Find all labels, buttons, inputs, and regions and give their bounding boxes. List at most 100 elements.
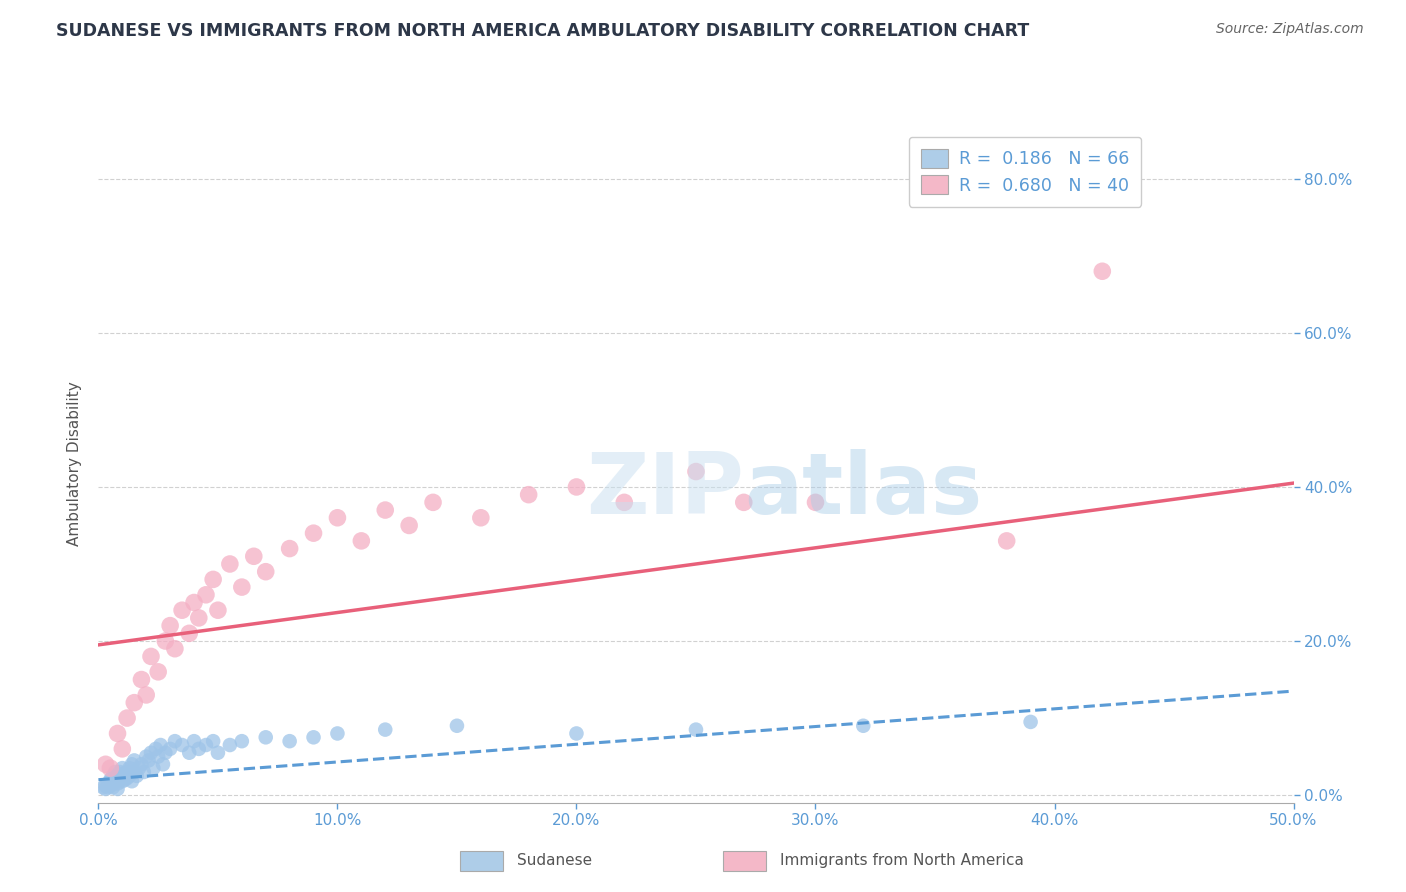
Point — [179, 626, 201, 640]
Point — [145, 742, 167, 756]
Point — [138, 753, 160, 767]
Point — [98, 779, 122, 793]
Point — [194, 588, 218, 602]
Point — [121, 774, 143, 789]
Point — [128, 761, 150, 775]
Point — [995, 533, 1018, 548]
Point — [111, 761, 134, 775]
Point — [115, 711, 138, 725]
Point — [278, 734, 301, 748]
Point — [183, 595, 205, 609]
Point — [111, 774, 134, 789]
Point — [155, 746, 177, 760]
Point — [97, 776, 120, 790]
Point — [124, 764, 146, 779]
Point — [135, 749, 157, 764]
Point — [470, 510, 492, 524]
Point — [254, 565, 277, 579]
Point — [179, 746, 201, 760]
Point — [326, 510, 349, 524]
Point — [152, 757, 174, 772]
Point — [202, 734, 225, 748]
Point — [107, 726, 129, 740]
Point — [97, 780, 120, 795]
Point — [613, 495, 636, 509]
Point — [350, 533, 373, 548]
Point — [131, 757, 153, 772]
Y-axis label: Ambulatory Disability: Ambulatory Disability — [67, 382, 83, 546]
Point — [101, 776, 124, 790]
Text: atlas: atlas — [744, 450, 981, 533]
Point — [155, 634, 177, 648]
Point — [139, 649, 162, 664]
Point — [398, 518, 420, 533]
Text: SUDANESE VS IMMIGRANTS FROM NORTH AMERICA AMBULATORY DISABILITY CORRELATION CHAR: SUDANESE VS IMMIGRANTS FROM NORTH AMERIC… — [56, 22, 1029, 40]
Point — [115, 764, 138, 779]
Point — [101, 780, 124, 795]
Point — [172, 738, 194, 752]
Point — [159, 618, 181, 632]
Point — [254, 731, 277, 745]
Point — [374, 503, 396, 517]
Point — [187, 611, 209, 625]
Point — [172, 603, 194, 617]
Point — [243, 549, 266, 564]
Point — [107, 769, 129, 783]
Point — [207, 746, 229, 760]
Point — [374, 723, 396, 737]
Point — [231, 580, 253, 594]
Legend: R =  0.186   N = 66, R =  0.680   N = 40: R = 0.186 N = 66, R = 0.680 N = 40 — [908, 137, 1142, 207]
Point — [163, 641, 186, 656]
Point — [94, 757, 117, 772]
Point — [115, 771, 138, 785]
Point — [852, 719, 875, 733]
Point — [111, 742, 134, 756]
Point — [148, 749, 170, 764]
Point — [108, 772, 131, 787]
Point — [733, 495, 755, 509]
Point — [98, 761, 122, 775]
Text: ZIP: ZIP — [586, 450, 744, 533]
Text: Sudanese: Sudanese — [517, 854, 592, 868]
Point — [135, 688, 157, 702]
Point — [685, 465, 707, 479]
Point — [94, 781, 117, 796]
Point — [1091, 264, 1114, 278]
Point — [91, 780, 114, 795]
Point — [685, 723, 707, 737]
Point — [108, 764, 131, 779]
Point — [124, 753, 146, 767]
Point — [207, 603, 229, 617]
Point — [98, 774, 122, 789]
Text: Immigrants from North America: Immigrants from North America — [779, 854, 1024, 868]
Point — [565, 480, 588, 494]
Point — [139, 746, 162, 760]
Point — [422, 495, 444, 509]
Point — [194, 738, 218, 752]
Point — [104, 771, 127, 785]
Point — [163, 734, 186, 748]
Point — [125, 769, 148, 783]
Point — [1019, 714, 1042, 729]
Point — [231, 734, 253, 748]
Point — [219, 557, 242, 571]
Point — [302, 526, 325, 541]
Point — [517, 488, 540, 502]
Point — [101, 769, 124, 783]
Point — [132, 764, 155, 779]
Point — [121, 757, 143, 772]
Point — [118, 769, 141, 783]
Point — [111, 769, 134, 783]
Point — [94, 779, 117, 793]
Point — [302, 731, 325, 745]
Point — [159, 742, 181, 756]
Point — [104, 774, 127, 789]
Point — [107, 781, 129, 796]
Point — [187, 742, 209, 756]
Point — [118, 761, 141, 775]
Point — [278, 541, 301, 556]
Point — [98, 772, 122, 787]
Point — [148, 665, 170, 679]
Point — [104, 764, 127, 779]
Point — [142, 761, 165, 775]
